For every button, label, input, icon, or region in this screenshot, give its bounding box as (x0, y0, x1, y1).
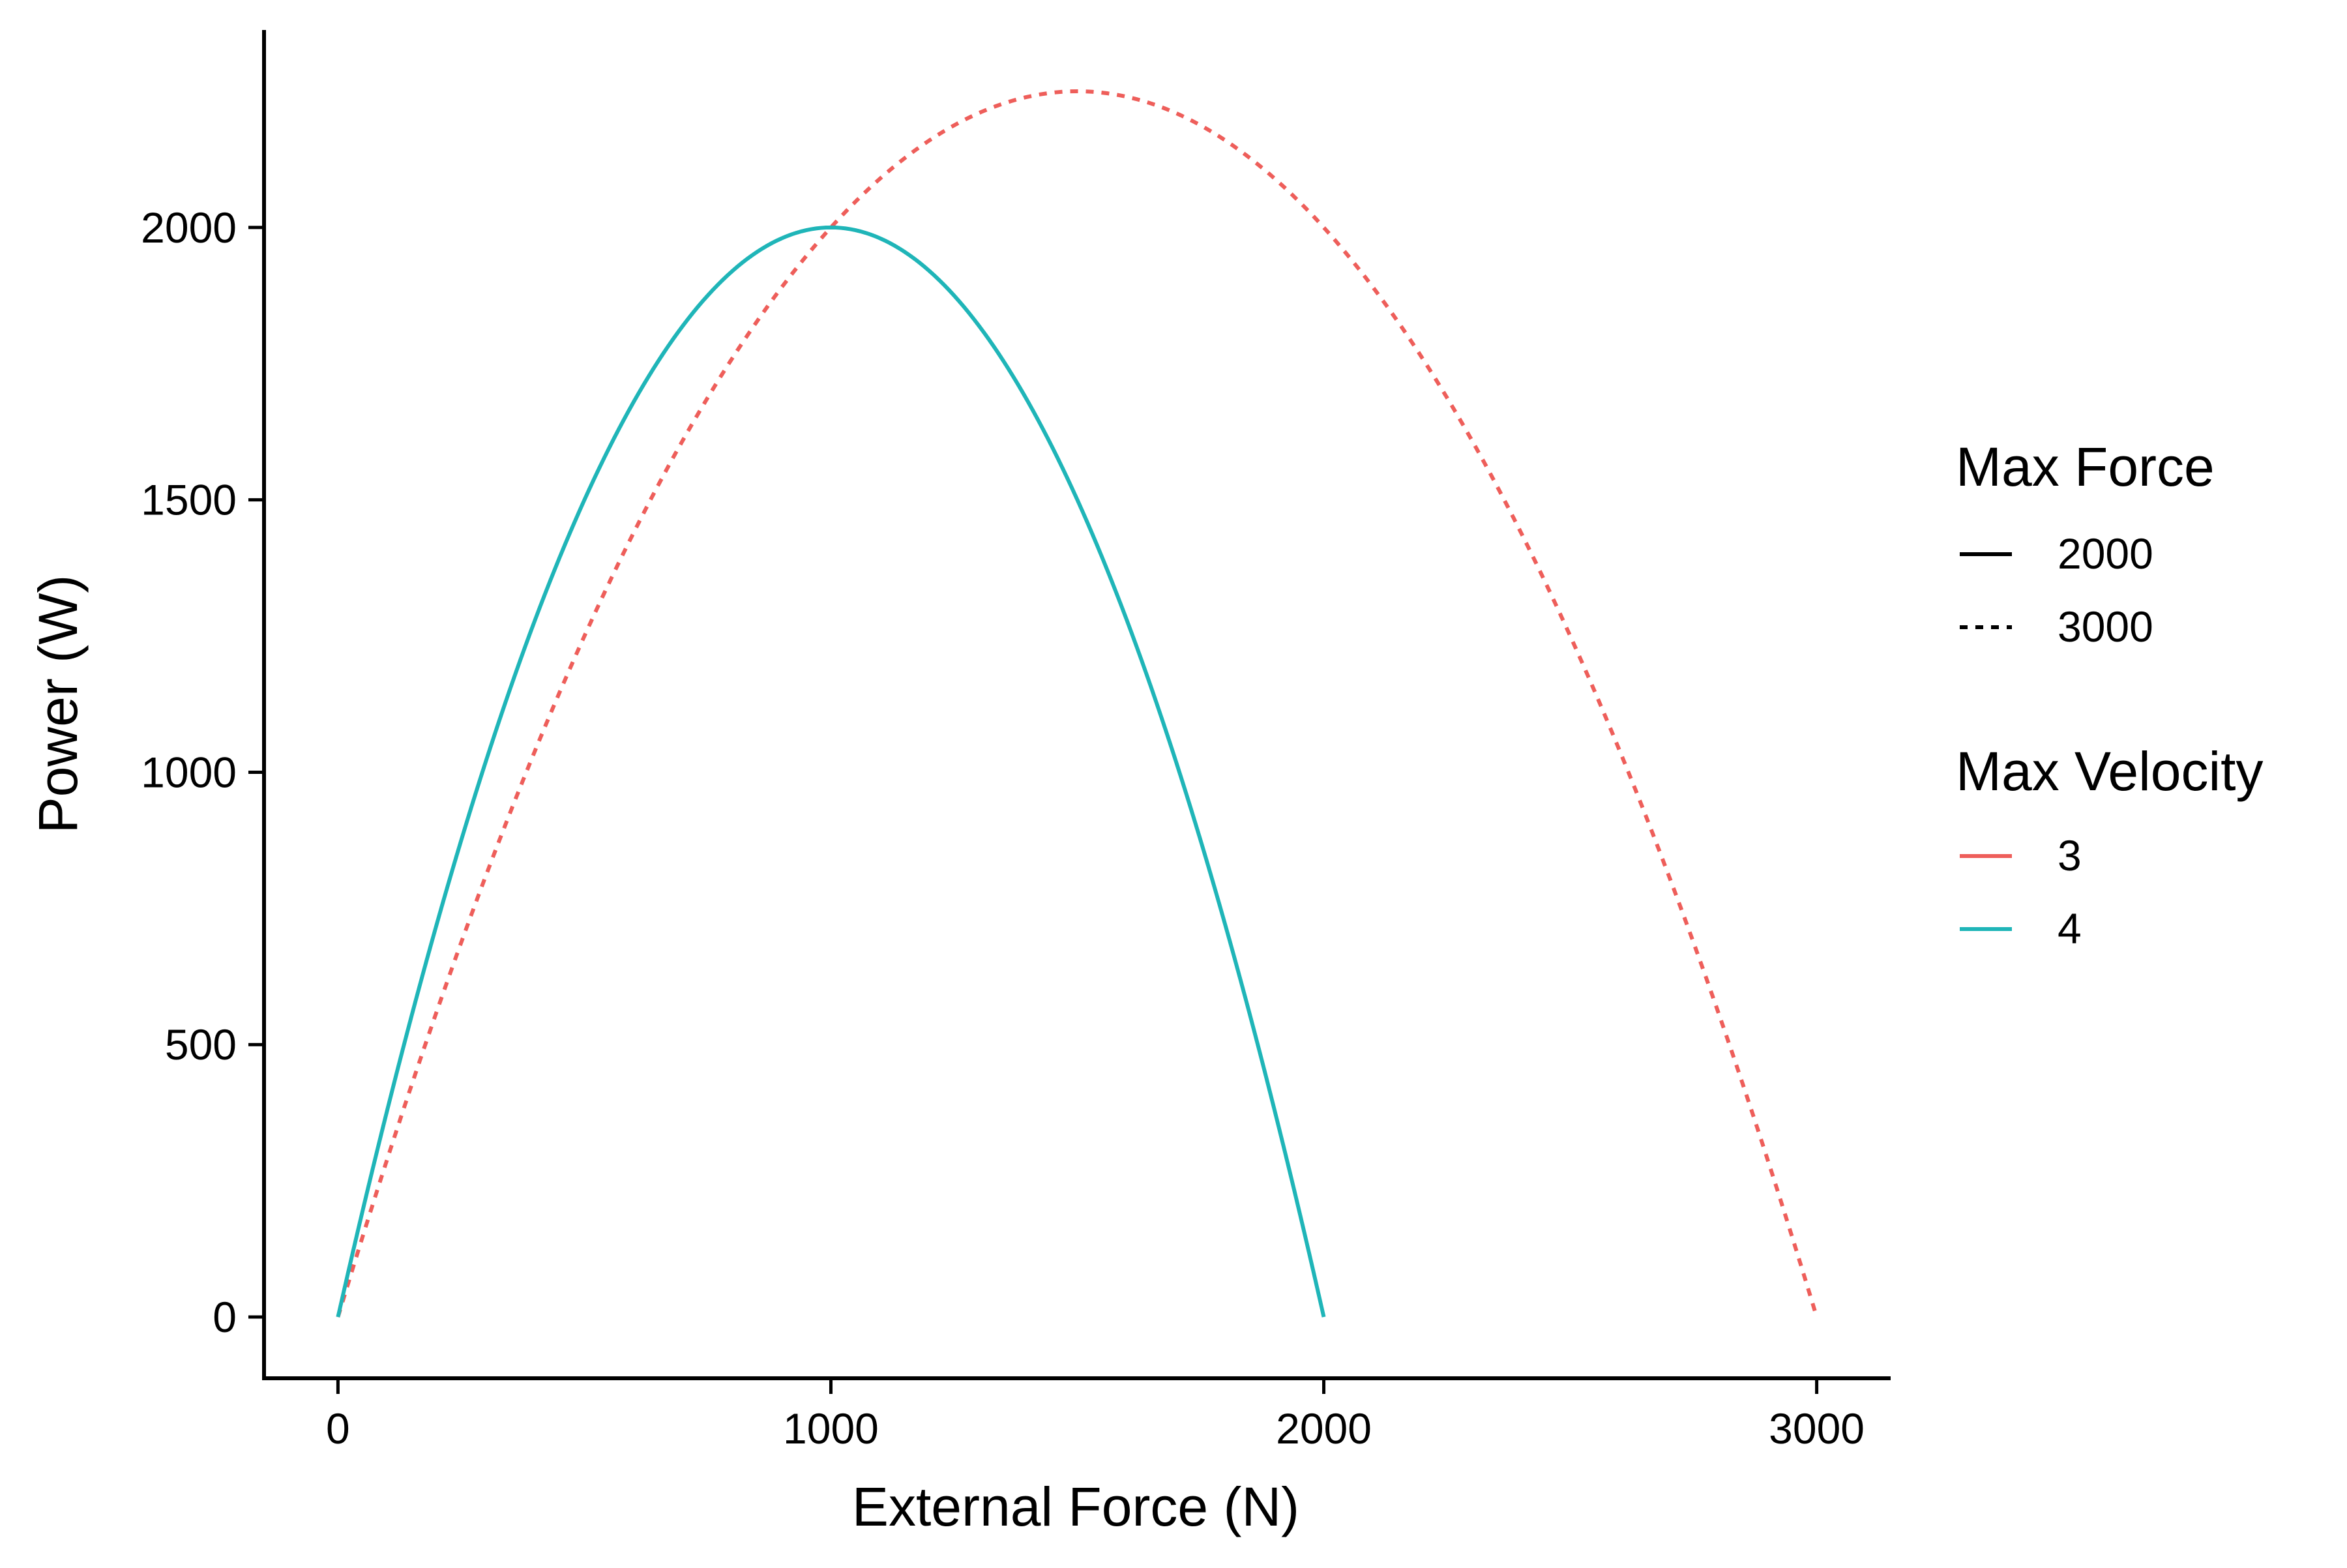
y-axis-title: Power (W) (27, 575, 89, 834)
x-tick-label: 1000 (783, 1404, 879, 1453)
legend-label: 3 (2058, 831, 2082, 880)
x-tick-label: 3000 (1769, 1404, 1865, 1453)
axes-layer (262, 30, 1891, 1380)
series-line-maxforce-2000 (336, 225, 1326, 1318)
y-tick-label: 1500 (141, 476, 237, 524)
ticks-layer: 0 1000 2000 3000 0 500 1000 1500 2000 (141, 203, 1865, 1453)
legend-group-max-force: Max Force 2000 3000 (1956, 436, 2215, 651)
legend-group-max-velocity: Max Velocity 3 4 (1956, 741, 2264, 953)
x-tick-label: 2000 (1276, 1404, 1372, 1453)
legend-label: 4 (2058, 904, 2082, 953)
series-layer (336, 89, 1819, 1318)
series-line-maxforce-3000 (336, 89, 1819, 1318)
legend-title: Max Velocity (1956, 741, 2264, 802)
legend-label: 2000 (2058, 529, 2153, 578)
x-tick-label: 0 (326, 1404, 350, 1453)
x-axis-title: External Force (N) (852, 1476, 1299, 1537)
y-tick-label: 2000 (141, 203, 237, 252)
legend: Max Force 2000 3000 Max Velocity 3 4 (1956, 436, 2264, 953)
legend-title: Max Force (1956, 436, 2215, 497)
y-tick-label: 0 (213, 1293, 237, 1341)
y-tick-label: 1000 (141, 748, 237, 796)
legend-label: 3000 (2058, 602, 2153, 651)
y-tick-label: 500 (165, 1020, 237, 1069)
